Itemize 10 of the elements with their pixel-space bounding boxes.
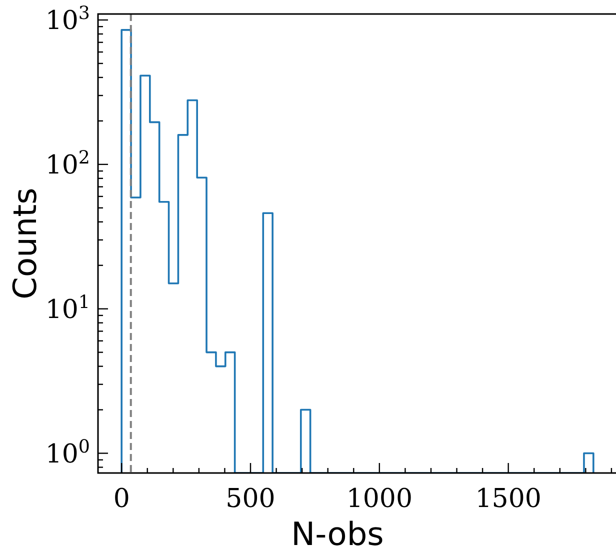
x-tick-label: 0 [113,484,130,514]
y-tick-label: 10$^{0}$ [45,436,90,470]
y-tick-label: 10$^{3}$ [45,2,90,36]
y-axis-title: Counts [6,188,44,300]
x-tick-label: 500 [226,484,276,514]
x-axis-title: N-obs [291,515,384,552]
y-tick-label: 10$^{2}$ [45,146,90,180]
x-tick-label: 1000 [346,484,412,514]
x-tick-label: 1500 [475,484,542,514]
y-tick-label: 10$^{1}$ [45,291,90,325]
